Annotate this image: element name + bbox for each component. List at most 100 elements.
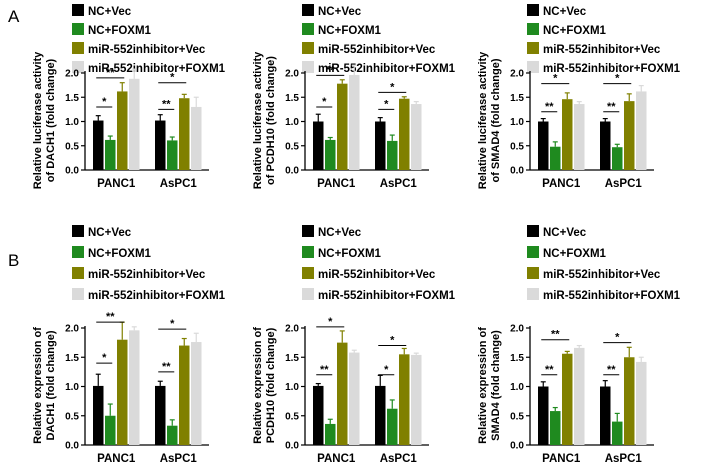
y-tick-label: 2.0 bbox=[285, 69, 299, 80]
y-tick-label: 0.5 bbox=[65, 141, 79, 152]
bar bbox=[93, 120, 104, 170]
bar bbox=[93, 385, 104, 445]
legend-label: miR-552inhibitor+Vec bbox=[88, 44, 206, 56]
x-category-label: PANC1 bbox=[97, 453, 136, 465]
y-tick-label: 0.5 bbox=[285, 411, 299, 422]
significance-label: * bbox=[170, 72, 175, 84]
y-tick-label: 0.5 bbox=[510, 141, 524, 152]
legend-swatch bbox=[302, 288, 314, 300]
x-category-label: AsPC1 bbox=[380, 178, 418, 190]
y-tick-label: 1.0 bbox=[65, 382, 79, 393]
y-tick-label: 1.0 bbox=[285, 382, 299, 393]
bar bbox=[105, 415, 116, 445]
x-category-label: AsPC1 bbox=[160, 453, 198, 465]
y-tick-label: 0.5 bbox=[510, 411, 524, 422]
legend-swatch bbox=[302, 42, 314, 54]
bar bbox=[612, 147, 623, 170]
y-tick-label: 1.5 bbox=[510, 353, 524, 364]
bar bbox=[550, 146, 561, 170]
bar bbox=[117, 339, 128, 445]
y-axis-label: PCDH10 (fold change) bbox=[265, 327, 277, 443]
bar bbox=[167, 425, 178, 445]
legend-swatch bbox=[72, 42, 84, 54]
bar bbox=[105, 139, 116, 170]
y-axis-label: Relative luciferase activity bbox=[32, 51, 44, 189]
significance-label: * bbox=[322, 96, 327, 108]
y-tick-label: 0.0 bbox=[285, 166, 299, 177]
bar bbox=[636, 91, 647, 170]
y-axis-label: Relative expression of bbox=[252, 327, 264, 444]
legend-label: NC+Vec bbox=[318, 6, 362, 18]
legend-label: miR-552inhibitor+Vec bbox=[88, 269, 206, 281]
bar bbox=[636, 361, 647, 445]
bar bbox=[375, 385, 386, 445]
y-tick-label: 0.5 bbox=[285, 141, 299, 152]
y-tick-label: 0.0 bbox=[65, 441, 79, 452]
significance-label: * bbox=[390, 81, 395, 93]
legend-label: NC+Vec bbox=[318, 227, 362, 239]
significance-label: ** bbox=[545, 364, 554, 376]
legend-label: miR-552inhibitor+FOXM1 bbox=[318, 63, 456, 75]
y-tick-label: 1.5 bbox=[285, 93, 299, 104]
x-category-label: AsPC1 bbox=[160, 178, 198, 190]
panel-letter: A bbox=[8, 7, 20, 26]
x-category-label: PANC1 bbox=[317, 453, 356, 465]
bar bbox=[574, 104, 585, 170]
significance-label: ** bbox=[607, 101, 616, 113]
bar bbox=[399, 98, 410, 170]
legend-label: miR-552inhibitor+FOXM1 bbox=[543, 63, 681, 75]
bar bbox=[325, 139, 336, 170]
legend-swatch bbox=[527, 246, 539, 258]
y-tick-label: 2.0 bbox=[510, 324, 524, 335]
legend-label: NC+Vec bbox=[88, 6, 132, 18]
bar bbox=[179, 98, 190, 170]
bar bbox=[349, 74, 360, 170]
legend-label: miR-552inhibitor+FOXM1 bbox=[88, 290, 226, 302]
bar bbox=[337, 342, 348, 445]
legend-swatch bbox=[527, 288, 539, 300]
bar bbox=[411, 104, 422, 170]
legend-swatch bbox=[527, 225, 539, 237]
y-axis-label: of PCDH10 (fold change) bbox=[265, 56, 277, 185]
bar bbox=[191, 106, 202, 170]
legend-label: NC+FOXM1 bbox=[88, 248, 152, 260]
legend-label: NC+FOXM1 bbox=[318, 248, 382, 260]
legend-swatch bbox=[302, 4, 314, 16]
legend-label: miR-552inhibitor+FOXM1 bbox=[318, 290, 456, 302]
x-category-label: PANC1 bbox=[317, 178, 356, 190]
bar bbox=[612, 421, 623, 445]
legend-label: miR-552inhibitor+Vec bbox=[318, 44, 436, 56]
bar bbox=[129, 330, 140, 445]
bar bbox=[600, 386, 611, 445]
significance-label: * bbox=[615, 73, 620, 85]
significance-label: * bbox=[102, 96, 107, 108]
bar bbox=[155, 120, 166, 170]
legend-label: miR-552inhibitor+FOXM1 bbox=[88, 63, 226, 75]
legend-label: NC+Vec bbox=[88, 227, 132, 239]
x-category-label: AsPC1 bbox=[605, 178, 643, 190]
y-axis-label: Relative luciferase activity bbox=[252, 51, 264, 189]
y-axis-label: of SMAD4 (fold change) bbox=[490, 58, 502, 182]
y-tick-label: 2.0 bbox=[510, 69, 524, 80]
y-tick-label: 1.5 bbox=[65, 93, 79, 104]
significance-label: ** bbox=[106, 311, 115, 323]
bar bbox=[624, 101, 635, 170]
y-tick-label: 0.0 bbox=[65, 166, 79, 177]
bar bbox=[574, 347, 585, 445]
bar bbox=[562, 353, 573, 445]
y-tick-label: 1.0 bbox=[510, 117, 524, 128]
significance-label: * bbox=[384, 364, 389, 376]
y-tick-label: 1.0 bbox=[65, 117, 79, 128]
legend-swatch bbox=[72, 267, 84, 279]
bar bbox=[600, 121, 611, 170]
significance-label: * bbox=[328, 316, 333, 328]
bar bbox=[562, 99, 573, 170]
legend-label: NC+FOXM1 bbox=[318, 25, 382, 37]
significance-label: ** bbox=[326, 64, 335, 76]
legend-label: NC+FOXM1 bbox=[88, 25, 152, 37]
legend-swatch bbox=[302, 225, 314, 237]
y-axis-label: Relative expression of bbox=[32, 327, 44, 444]
significance-label: ** bbox=[551, 329, 560, 341]
legend-label: NC+FOXM1 bbox=[543, 25, 607, 37]
